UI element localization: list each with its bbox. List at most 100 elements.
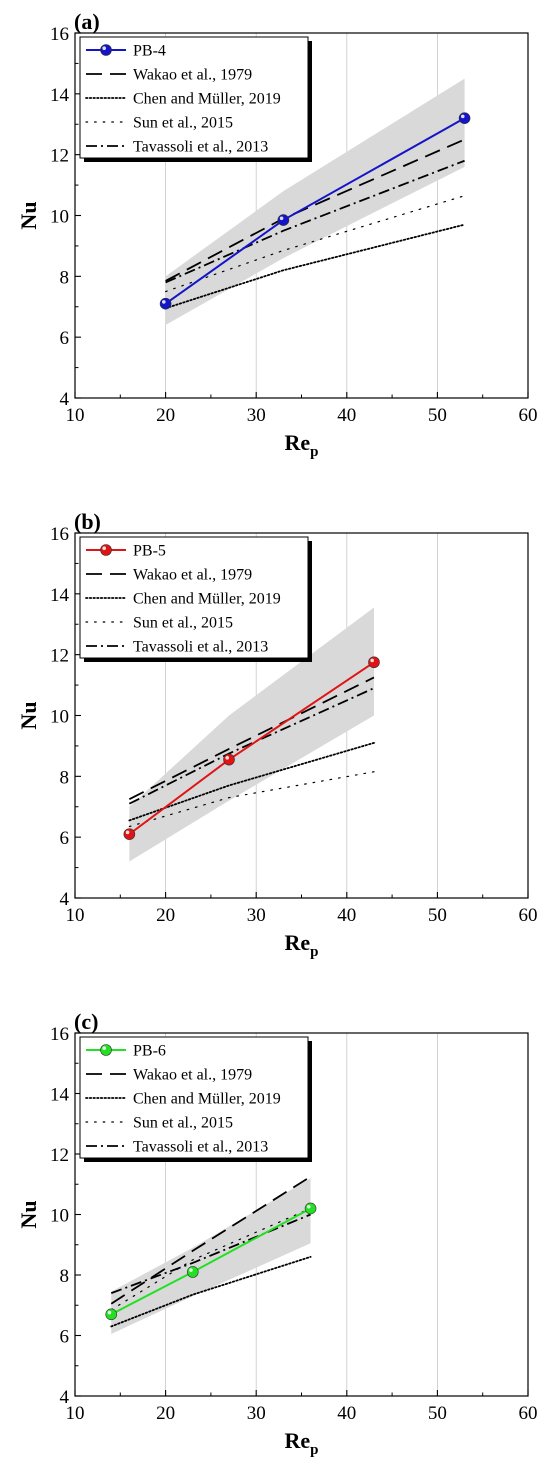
y-tick-label: 8	[60, 267, 70, 288]
legend-label: Sun et al., 2015	[133, 615, 233, 632]
panel-label: (c)	[74, 1009, 98, 1034]
data-point-highlight	[225, 756, 230, 760]
panel-label: (b)	[74, 509, 101, 534]
legend-marker-highlight	[102, 1046, 106, 1050]
x-tick-label: 40	[337, 405, 356, 426]
legend-label: Wakao et al., 1979	[133, 567, 252, 584]
data-point	[223, 753, 235, 766]
legend-label: Chen and Müller, 2019	[133, 1091, 281, 1108]
legend-label: Sun et al., 2015	[133, 1115, 233, 1132]
x-axis-title: Rep	[285, 430, 319, 460]
x-tick-label: 60	[519, 1403, 538, 1424]
x-tick-label: 60	[519, 905, 538, 926]
data-point-highlight	[460, 114, 465, 119]
data-point	[123, 828, 136, 840]
x-axis-title-subscript: p	[310, 1442, 318, 1458]
legend-marker	[100, 44, 112, 56]
data-point-highlight	[306, 1204, 311, 1209]
x-tick-label: 10	[66, 905, 85, 926]
y-tick-label: 8	[60, 767, 70, 788]
x-axis-title-subscript: p	[310, 444, 318, 460]
data-point	[458, 112, 471, 124]
y-tick-label: 8	[60, 1266, 70, 1287]
y-tick-label: 12	[50, 646, 69, 667]
data-point-highlight	[279, 216, 284, 221]
series-line-4	[128, 687, 375, 805]
y-tick-label: 14	[50, 585, 70, 606]
x-tick-label: 60	[519, 405, 538, 426]
legend-label: PB-4	[133, 43, 166, 60]
x-tick-label: 30	[247, 405, 266, 426]
legend-marker	[100, 1044, 112, 1056]
legend-box	[79, 536, 309, 659]
y-tick-label: 14	[50, 85, 70, 106]
x-axis-title-main: Re	[285, 1428, 311, 1453]
legend-label: Chen and Müller, 2019	[133, 591, 281, 608]
legend-label: Tavassoli et al., 2013	[133, 1139, 268, 1156]
panel-label: (a)	[74, 9, 100, 34]
legend-label: Tavassoli et al., 2013	[133, 639, 268, 656]
y-tick-label: 16	[50, 1024, 69, 1045]
y-tick-label: 12	[50, 146, 69, 167]
series-line-1	[110, 1175, 312, 1305]
series-line-0	[110, 1207, 312, 1316]
data-point	[304, 1202, 317, 1215]
x-axis-title: Rep	[285, 1428, 319, 1458]
data-point-highlight	[107, 1310, 112, 1315]
x-axis-title: Rep	[285, 930, 319, 960]
x-tick-label: 20	[156, 1403, 175, 1424]
y-axis-title: Nu	[16, 201, 41, 229]
data-point-highlight	[125, 830, 130, 835]
x-tick-label: 10	[66, 405, 85, 426]
x-tick-label: 50	[428, 405, 447, 426]
chart-panel-3: 10 20 30 40 50 60 4 6 8 10 12 14 16 Rep Nu (c) PB-6 Wakao…	[16, 1009, 538, 1458]
y-tick-label: 6	[60, 828, 70, 849]
y-tick-label: 4	[60, 389, 70, 410]
x-tick-label: 10	[66, 1403, 85, 1424]
data-point	[105, 1308, 118, 1321]
data-point-highlight	[189, 1268, 193, 1272]
chart-panel-2: 10 20 30 40 50 60 4 6 8 10 12 14 16 Rep Nu (b) PB-5 Wakao…	[16, 509, 538, 960]
data-point-highlight	[162, 300, 166, 304]
legend-label: Chen and Müller, 2019	[133, 91, 281, 108]
uncertainty-band	[129, 607, 374, 862]
legend-marker-highlight	[102, 546, 106, 550]
legend-label: Wakao et al., 1979	[133, 1067, 252, 1084]
data-point	[368, 656, 380, 669]
data-point	[186, 1266, 199, 1278]
y-tick-label: 10	[50, 1206, 69, 1227]
legend-label: PB-5	[133, 543, 166, 560]
y-tick-label: 10	[50, 207, 69, 228]
legend-label: Sun et al., 2015	[133, 115, 233, 132]
y-tick-label: 10	[50, 707, 69, 728]
series-line-4	[165, 159, 465, 284]
data-point-highlight	[370, 658, 374, 663]
x-axis-title-main: Re	[285, 430, 311, 455]
y-tick-label: 6	[60, 328, 70, 349]
x-axis-title-subscript: p	[310, 944, 318, 960]
legend-label: Wakao et al., 1979	[133, 67, 252, 84]
x-tick-label: 50	[428, 1403, 447, 1424]
y-tick-label: 4	[60, 889, 70, 910]
legend-box	[79, 36, 309, 159]
x-tick-label: 30	[247, 1403, 266, 1424]
series-line-2	[164, 223, 466, 310]
y-axis-title: Nu	[16, 1200, 41, 1228]
series-line-3	[110, 1207, 312, 1311]
x-tick-label: 20	[156, 405, 175, 426]
series-line-2	[110, 1255, 312, 1328]
series-line-3	[165, 195, 466, 293]
y-tick-label: 14	[50, 1085, 70, 1106]
y-tick-label: 12	[50, 1145, 69, 1166]
chart-panel-1: 10 20 30 40 50 60 4 6 8 10 12 14 16 Rep Nu (a) PB-4 Wakao…	[16, 9, 538, 460]
y-tick-label: 16	[50, 24, 69, 45]
data-point	[277, 214, 290, 226]
legend-label: Tavassoli et al., 2013	[133, 139, 268, 156]
x-tick-label: 50	[428, 905, 447, 926]
data-point	[159, 297, 172, 310]
x-tick-label: 40	[337, 905, 356, 926]
x-axis-title-main: Re	[285, 930, 311, 955]
series-line-3	[128, 771, 375, 828]
x-tick-label: 30	[247, 905, 266, 926]
